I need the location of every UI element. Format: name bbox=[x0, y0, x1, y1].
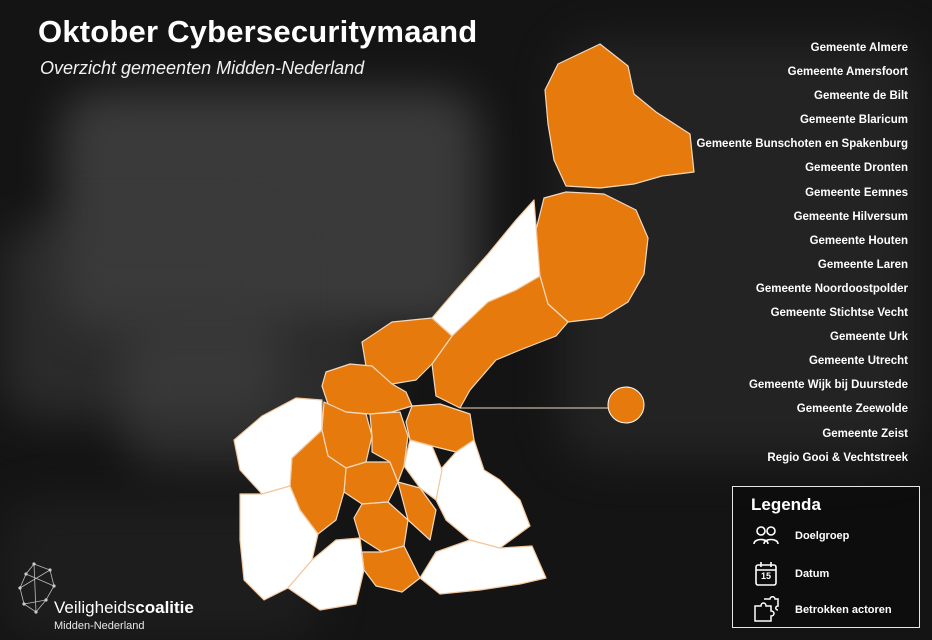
list-item: Gemeente Bunschoten en Spakenburg bbox=[696, 138, 908, 151]
list-item: Gemeente de Bilt bbox=[814, 90, 908, 103]
logo-mark-icon bbox=[18, 562, 56, 614]
page-title: Oktober Cybersecuritymaand bbox=[38, 14, 478, 49]
list-item: Gemeente Wijk bij Duurstede bbox=[748, 379, 908, 392]
list-item: Gemeente Zeist bbox=[822, 427, 908, 440]
puzzle-icon bbox=[751, 595, 781, 625]
region-vianen bbox=[361, 545, 421, 593]
list-item: Gemeente Laren bbox=[817, 258, 908, 271]
legend-label: Betrokken actoren bbox=[795, 604, 892, 616]
legend-label: Datum bbox=[795, 568, 830, 580]
legend-box: Legenda Doelgroep 15 Datum Be bbox=[732, 486, 920, 628]
region-utrecht bbox=[343, 461, 399, 505]
list-item: Gemeente Stichtse Vecht bbox=[770, 307, 908, 320]
region-lelystad bbox=[431, 199, 541, 337]
map-callout-marker bbox=[607, 386, 645, 424]
list-item: Gemeente Utrecht bbox=[808, 355, 908, 368]
legend-title: Legenda bbox=[751, 495, 821, 514]
legend-item-doelgroep: Doelgroep bbox=[751, 521, 849, 551]
municipality-list: Gemeente Almere Gemeente Amersfoort Geme… bbox=[696, 40, 908, 474]
list-item: Gemeente Eemnes bbox=[805, 186, 908, 199]
region-leusden bbox=[403, 439, 443, 501]
region-wijk-bij-duurstede bbox=[397, 481, 437, 541]
calendar-icon: 15 bbox=[751, 559, 781, 589]
region-noordoostpolder bbox=[544, 43, 695, 189]
legend-item-datum: 15 Datum bbox=[751, 559, 829, 589]
region-dronten bbox=[533, 191, 649, 323]
logo: Veiligheidscoalitie Midden-Nederland bbox=[16, 560, 216, 636]
list-item: Regio Gooi & Vechtstreek bbox=[767, 451, 908, 464]
list-item: Gemeente Amersfoort bbox=[787, 66, 908, 79]
list-item: Gemeente Noordoostpolder bbox=[755, 282, 908, 295]
legend-label: Doelgroep bbox=[795, 530, 850, 542]
region-houten bbox=[353, 501, 409, 553]
list-item: Gemeente Dronten bbox=[805, 162, 908, 175]
logo-name: Veiligheidscoalitie bbox=[54, 598, 194, 617]
legend-item-actoren: Betrokken actoren bbox=[751, 595, 892, 625]
region-east bbox=[435, 439, 531, 549]
logo-subtitle: Midden-Nederland bbox=[54, 620, 145, 632]
people-icon bbox=[751, 521, 781, 551]
region-southeast bbox=[419, 539, 547, 595]
page-subtitle: Overzicht gemeenten Midden-Nederland bbox=[40, 58, 365, 78]
list-item: Gemeente Houten bbox=[809, 234, 908, 247]
list-item: Gemeente Hilversum bbox=[793, 210, 908, 223]
list-item: Gemeente Almere bbox=[810, 42, 908, 54]
list-item: Gemeente Blaricum bbox=[799, 114, 908, 127]
region-gooi bbox=[321, 363, 413, 415]
region-south bbox=[287, 537, 365, 611]
calendar-number: 15 bbox=[760, 571, 771, 581]
region-west bbox=[233, 397, 323, 495]
list-item: Gemeente Zeewolde bbox=[796, 403, 908, 416]
list-item: Gemeente Urk bbox=[830, 331, 908, 344]
